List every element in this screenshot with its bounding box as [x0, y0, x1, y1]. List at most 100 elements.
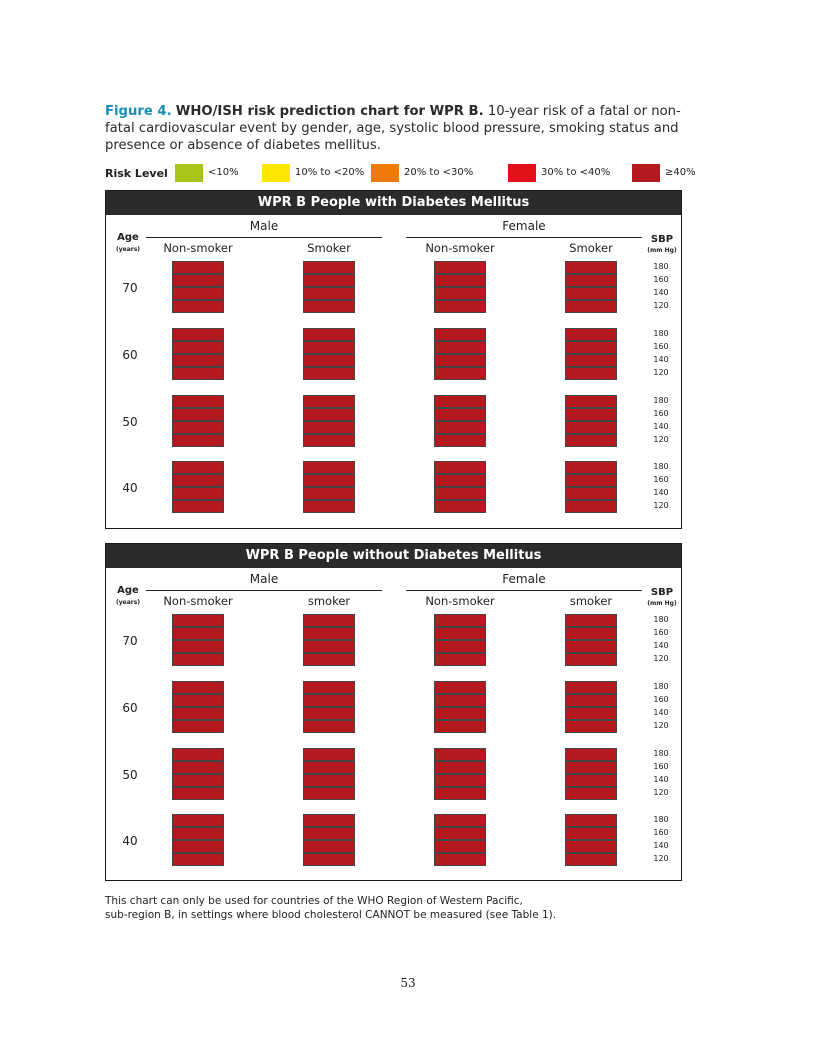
age-header: Age	[117, 585, 139, 596]
risk-cell	[565, 827, 617, 840]
sbp-label: 120	[653, 301, 669, 310]
risk-cell	[565, 367, 617, 380]
risk-cell	[172, 421, 224, 434]
risk-cell	[434, 720, 486, 733]
risk-cell	[172, 408, 224, 421]
female-header-rule	[406, 590, 642, 591]
risk-cell	[172, 694, 224, 707]
gender-label-female: Female	[502, 219, 546, 233]
sbp-label: 160	[653, 275, 669, 284]
risk-cell	[565, 614, 617, 627]
age-label: 60	[122, 348, 138, 362]
risk-cell	[565, 681, 617, 694]
risk-cell	[565, 274, 617, 287]
risk-cell	[303, 287, 355, 300]
sbp-label: 180	[653, 615, 669, 624]
risk-cell	[434, 395, 486, 408]
risk-block	[172, 614, 224, 666]
sbp-label: 160	[653, 475, 669, 484]
risk-cell	[434, 707, 486, 720]
risk-block	[303, 461, 355, 513]
risk-cell	[434, 748, 486, 761]
risk-cell	[565, 761, 617, 774]
legend-swatch	[175, 164, 203, 182]
risk-cell	[303, 694, 355, 707]
risk-cell	[434, 787, 486, 800]
risk-cell	[172, 461, 224, 474]
risk-legend: Risk Level <10% 10% to <20% 20% to <30% 30%…	[105, 164, 705, 184]
risk-cell	[303, 500, 355, 513]
panel-without-diabetes: WPR B People without Diabetes Mellitus Ma…	[105, 543, 682, 881]
risk-cell	[565, 787, 617, 800]
risk-cell	[565, 694, 617, 707]
footnote: This chart can only be used for countrie…	[105, 894, 665, 922]
risk-cell	[565, 707, 617, 720]
sbp-label: 180	[653, 815, 669, 824]
risk-block	[565, 395, 617, 447]
column-label: Non-smoker	[163, 241, 233, 255]
risk-cell	[172, 261, 224, 274]
risk-block	[565, 261, 617, 313]
risk-cell	[434, 761, 486, 774]
sbp-unit: (mm Hg)	[647, 600, 677, 607]
risk-cell	[172, 681, 224, 694]
risk-cell	[434, 827, 486, 840]
panel-title: WPR B People with Diabetes Mellitus	[106, 191, 681, 215]
legend-title: Risk Level	[105, 167, 168, 180]
risk-cell	[172, 707, 224, 720]
risk-cell	[172, 814, 224, 827]
risk-block	[172, 461, 224, 513]
risk-cell	[565, 653, 617, 666]
risk-cell	[172, 300, 224, 313]
footnote-line-1: This chart can only be used for countrie…	[105, 895, 523, 907]
risk-cell	[565, 853, 617, 866]
risk-block	[565, 328, 617, 380]
legend-swatch	[371, 164, 399, 182]
risk-cell	[434, 853, 486, 866]
gender-label-female: Female	[502, 572, 546, 586]
risk-cell	[434, 627, 486, 640]
female-header-rule	[406, 237, 642, 238]
sbp-label: 180	[653, 396, 669, 405]
risk-cell	[172, 653, 224, 666]
age-label: 70	[122, 634, 138, 648]
risk-cell	[565, 840, 617, 853]
risk-cell	[172, 367, 224, 380]
legend-label: 10% to <20%	[295, 167, 365, 178]
risk-cell	[434, 694, 486, 707]
column-label: smoker	[307, 594, 351, 608]
risk-cell	[565, 814, 617, 827]
risk-cell	[303, 354, 355, 367]
risk-cell	[172, 395, 224, 408]
age-label: 50	[122, 768, 138, 782]
risk-cell	[434, 774, 486, 787]
risk-cell	[303, 487, 355, 500]
age-label: 40	[122, 481, 138, 495]
sbp-label: 160	[653, 828, 669, 837]
page-number: 53	[400, 976, 416, 990]
risk-block	[434, 748, 486, 800]
risk-block	[434, 261, 486, 313]
risk-cell	[303, 408, 355, 421]
risk-cell	[303, 421, 355, 434]
age-unit: (years)	[115, 599, 141, 606]
column-label: Smoker	[569, 241, 613, 255]
risk-block	[172, 814, 224, 866]
risk-cell	[303, 341, 355, 354]
risk-block	[565, 748, 617, 800]
risk-cell	[172, 787, 224, 800]
risk-cell	[565, 640, 617, 653]
age-label: 40	[122, 834, 138, 848]
risk-cell	[303, 814, 355, 827]
gender-label-male: Male	[249, 219, 279, 233]
legend-label: 30% to <40%	[541, 167, 611, 178]
risk-cell	[434, 287, 486, 300]
sbp-label: 120	[653, 368, 669, 377]
sbp-label: 180	[653, 329, 669, 338]
column-label: Non-smoker	[425, 594, 495, 608]
sbp-label: 180	[653, 462, 669, 471]
risk-cell	[434, 487, 486, 500]
risk-cell	[303, 328, 355, 341]
sbp-label: 120	[653, 501, 669, 510]
risk-block	[434, 614, 486, 666]
